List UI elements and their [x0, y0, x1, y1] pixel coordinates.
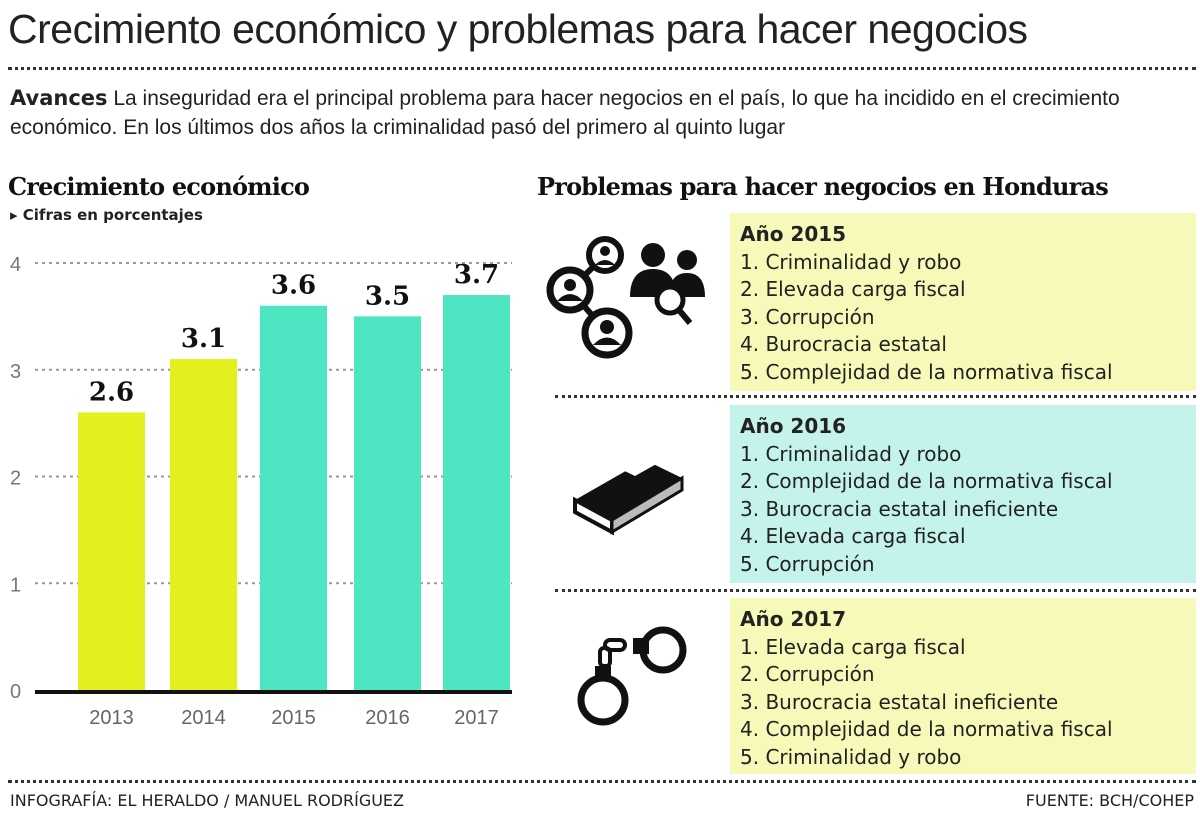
list-item: 5. Complejidad de la normativa fiscal — [740, 359, 1113, 384]
bar-2016 — [354, 316, 421, 690]
divider — [8, 780, 1196, 783]
book-icon — [573, 450, 684, 536]
handcuffs-icon — [577, 626, 687, 726]
panel-year: Año 2015 — [740, 222, 847, 246]
panel-2017: Año 2017 1. Elevada carga fiscal 2. Corr… — [730, 598, 1196, 774]
problems-title: Problemas para hacer negocios en Hondura… — [537, 172, 1109, 201]
chart-title: Crecimiento económico — [8, 172, 310, 201]
divider — [555, 589, 1196, 592]
x-tick-label: 2013 — [89, 707, 134, 729]
intro-lead: Avances — [10, 86, 108, 110]
bar-2017 — [443, 295, 510, 690]
list-item: 2. Complejidad de la normativa fiscal — [740, 469, 1113, 493]
list-item: 1. Criminalidad y robo — [740, 441, 962, 466]
x-tick-label: 2015 — [271, 707, 316, 729]
data-label: 3.1 — [181, 324, 226, 354]
x-tick-label: 2017 — [454, 707, 499, 729]
data-label: 3.7 — [454, 260, 499, 290]
list-item: 4. Elevada carga fiscal — [740, 524, 966, 548]
list-item: 1. Elevada carga fiscal — [740, 634, 966, 659]
bar-2013 — [78, 412, 145, 690]
list-item: 4. Burocracia estatal — [740, 332, 947, 356]
bar-2015 — [260, 305, 327, 690]
list-item: 5. Criminalidad y robo — [740, 744, 962, 769]
y-tick-label: 0 — [10, 681, 21, 703]
x-tick-label: 2016 — [365, 707, 410, 729]
intro-body: La inseguridad era el principal problema… — [10, 87, 1120, 139]
divider — [555, 395, 1196, 398]
data-label: 3.6 — [271, 271, 316, 301]
list-item: 4. Complejidad de la normativa fiscal — [740, 717, 1113, 741]
intro-text: Avances La inseguridad era el principal … — [10, 84, 1195, 142]
list-item: 3. Burocracia estatal ineficiente — [740, 496, 1059, 521]
credit: INFOGRAFÍA: EL HERALDO / MANUEL RODRÍGUE… — [10, 791, 404, 810]
source: FUENTE: BCH/COHEP — [1025, 791, 1194, 810]
bar-chart: 0 1 2 3 4 2.6 2013 3.1 2014 3.6 2015 3.5 2016 3.7 2017 — [10, 254, 512, 729]
list-item: 2. Elevada carga fiscal — [740, 277, 966, 301]
list-item: 5. Corrupción — [740, 551, 875, 576]
chart-subtitle-text: Cifras en porcentajes — [22, 206, 203, 224]
y-tick-label: 2 — [10, 468, 21, 490]
y-tick-label: 1 — [10, 574, 21, 596]
data-label: 2.6 — [89, 377, 134, 407]
list-item: 3. Corrupción — [740, 304, 875, 329]
panel-2015: Año 2015 1. Criminalidad y robo 2. Eleva… — [730, 213, 1196, 391]
y-tick-label: 4 — [10, 254, 21, 276]
page-title: Crecimiento económico y problemas para h… — [8, 6, 1028, 52]
bar-2014 — [170, 359, 237, 690]
panel-year: Año 2016 — [740, 414, 847, 438]
chart-subtitle: ▸ Cifras en porcentajes — [10, 206, 203, 224]
divider — [8, 67, 1196, 70]
x-tick-label: 2014 — [181, 707, 226, 729]
panel-year: Año 2017 — [740, 607, 847, 631]
data-label: 3.5 — [365, 281, 410, 311]
panel-2016: Año 2016 1. Criminalidad y robo 2. Compl… — [730, 405, 1196, 583]
list-item: 1. Criminalidad y robo — [740, 249, 962, 274]
list-item: 2. Corrupción — [740, 662, 875, 686]
y-tick-label: 3 — [10, 361, 21, 383]
people-search-icon — [546, 236, 705, 359]
list-item: 3. Burocracia estatal ineficiente — [740, 689, 1059, 714]
